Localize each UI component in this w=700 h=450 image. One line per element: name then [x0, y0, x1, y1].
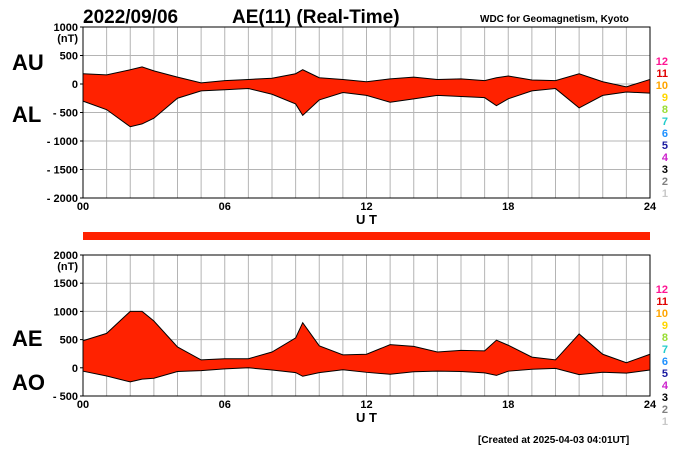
ae-ao-y-tick-label: 1500: [54, 278, 78, 290]
ae-ao-station-legend-entry: 3: [662, 392, 668, 404]
ae-ao-station-legend-entry: 5: [662, 368, 668, 380]
au-al-au-line: [82, 66, 651, 88]
au-al-x-ticks: 00 06 12 18 24: [77, 201, 657, 213]
au-al-x-tick-label: 00: [77, 201, 89, 213]
au-al-y-tick-label: - 500: [53, 108, 78, 120]
au-al-station-legend-entry: 6: [662, 128, 668, 140]
ae-ao-station-legend-entry: 1: [662, 416, 668, 428]
au-al-station-legend-entry: 7: [662, 116, 668, 128]
al-label: AL: [12, 102, 41, 127]
au-al-station-legend-entry: 8: [662, 104, 668, 116]
ae-ao-y-tick-label: 500: [60, 335, 78, 347]
au-al-station-legend-entry: 2: [662, 176, 668, 188]
ae-ao-station-legend-entry: 2: [662, 404, 668, 416]
au-label: AU: [12, 50, 44, 75]
au-al-x-tick-label: 12: [360, 201, 372, 213]
ae-ao-ao-line: [82, 367, 651, 383]
ae-ao-y-ticks: 2000 1500 1000 500 0 - 500: [53, 250, 83, 403]
ae-ao-y-tick-label: 2000: [54, 250, 78, 262]
au-al-grid: [83, 27, 650, 198]
ae-ao-grid: [83, 255, 650, 396]
au-al-x-tick-label: 24: [644, 201, 657, 213]
au-al-x-tick-label: 18: [502, 201, 514, 213]
ae-ao-station-legend-entry: 6: [662, 356, 668, 368]
created-timestamp: [Created at 2025-04-03 04:01UT]: [478, 435, 629, 446]
au-al-y-ticks: 1000 500 0 - 500 - 1000 - 1500 - 2000: [47, 22, 83, 205]
au-al-x-tick-label: 06: [219, 201, 231, 213]
ae-ao-band-fill: [83, 311, 650, 382]
au-al-station-legend-entry: 5: [662, 140, 668, 152]
data-status-bar: [83, 232, 650, 240]
plot-date: 2022/09/06: [83, 7, 178, 28]
au-al-series: [82, 66, 651, 128]
ae-ao-station-legend-entry: 4: [662, 380, 669, 392]
au-al-station-legend-entry: 12: [656, 56, 668, 68]
ae-ao-station-legend-entry: 10: [656, 308, 668, 320]
data-source: WDC for Geomagnetism, Kyoto: [480, 14, 629, 25]
au-al-station-legend-entry: 9: [662, 92, 668, 104]
ao-label: AO: [12, 370, 45, 395]
au-al-y-tick-label: - 1000: [47, 136, 78, 148]
au-al-y-tick-label: - 2000: [47, 193, 78, 205]
ae-ao-x-tick-label: 24: [644, 399, 657, 411]
ae-ao-x-tick-label: 06: [219, 399, 231, 411]
ae-ao-station-legend-entry: 8: [662, 332, 668, 344]
ae-ao-series: [82, 310, 651, 383]
au-al-al-line: [82, 88, 651, 128]
au-al-station-legend-entry: 11: [656, 68, 668, 80]
au-al-band-fill: [83, 66, 650, 127]
ae-ao-ae-line: [82, 310, 651, 364]
ae-ao-station-legend-entry: 7: [662, 344, 668, 356]
ae-label: AE: [12, 326, 43, 351]
ae-ao-y-tick-label: - 500: [53, 391, 78, 403]
ae-ao-station-legend-entry: 12: [656, 284, 668, 296]
au-al-y-tick-label: - 1500: [47, 165, 78, 177]
ae-ao-x-tick-label: 18: [502, 399, 514, 411]
ae-ao-x-tick-label: 00: [77, 399, 89, 411]
ae-ao-x-tick-label: 12: [360, 399, 372, 411]
au-al-station-legend-entry: 10: [656, 80, 668, 92]
plot-title: AE(11) (Real-Time): [232, 7, 400, 28]
au-al-station-legend-entry: 1: [662, 188, 668, 200]
au-al-x-label: U T: [356, 212, 377, 227]
au-al-unit-label: (nT): [57, 33, 78, 45]
ae-ao-y-tick-label: 0: [72, 363, 78, 375]
ae-ao-station-legend-entry: 11: [656, 296, 668, 308]
ae-ao-y-tick-label: 1000: [54, 306, 78, 318]
au-al-station-legend-entry: 3: [662, 164, 668, 176]
au-al-y-tick-label: 1000: [54, 22, 78, 34]
ae-ao-x-ticks: 00 06 12 18 24: [77, 399, 657, 411]
ae-ao-x-label: U T: [356, 410, 377, 425]
au-al-y-tick-label: 0: [72, 79, 78, 91]
au-al-station-legend-entry: 4: [662, 152, 669, 164]
ae-ao-station-legend-entry: 9: [662, 320, 668, 332]
ae-ao-unit-label: (nT): [57, 261, 78, 273]
au-al-y-tick-label: 500: [60, 51, 78, 63]
ae-ao-frame: [82, 254, 651, 397]
